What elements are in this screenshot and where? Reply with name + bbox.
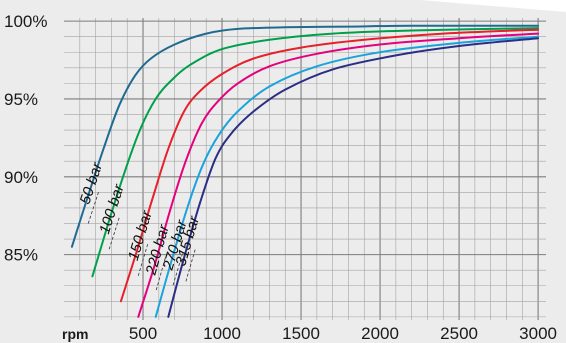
- series-line: [137, 32, 540, 318]
- x-tick-label: 2500: [440, 324, 478, 343]
- series-lines: [70, 24, 540, 318]
- series-line: [167, 37, 540, 318]
- x-tick-label: 500: [129, 324, 157, 343]
- series-line: [91, 27, 540, 278]
- series-line: [154, 35, 540, 318]
- label-leader: [155, 258, 166, 292]
- y-tick-label: 85%: [4, 246, 38, 265]
- label-leader: [185, 249, 196, 283]
- x-tick-label: 2000: [361, 324, 399, 343]
- label-leader: [172, 253, 183, 287]
- label-leader: [87, 192, 99, 225]
- label-leader: [137, 244, 149, 277]
- series-line: [70, 24, 540, 248]
- x-axis-label: rpm: [62, 326, 88, 342]
- x-tick-label: 3000: [519, 324, 557, 343]
- x-tick-label: 1000: [203, 324, 241, 343]
- y-tick-label: 95%: [4, 90, 38, 109]
- label-leader: [108, 217, 120, 251]
- series-line: [119, 28, 540, 303]
- x-tick-label: 1500: [282, 324, 320, 343]
- y-tick-label: 90%: [4, 168, 38, 187]
- y-tick-label: 100%: [4, 12, 47, 31]
- axes: 85% 90% 95% 100% 500 1000 1500 2000 2500 3000 rpm: [4, 12, 557, 343]
